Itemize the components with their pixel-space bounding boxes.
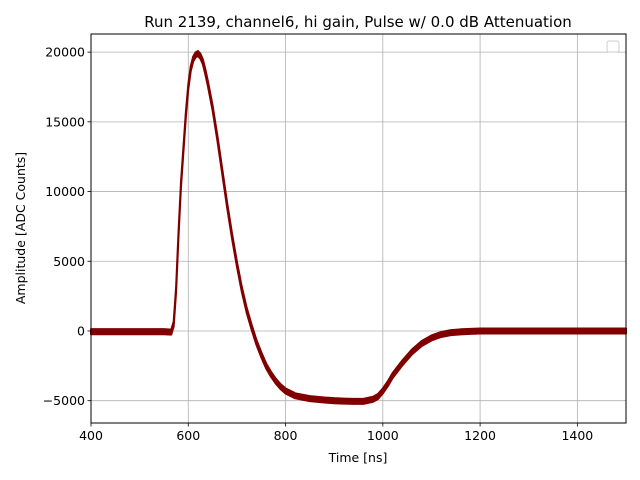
plot-area [91, 34, 626, 423]
legend-box [606, 40, 620, 53]
x-axis-label: Time [ns] [328, 450, 388, 465]
y-tick-label: 0 [77, 323, 85, 338]
x-tick-label: 1400 [561, 428, 593, 443]
plot-frame [90, 33, 627, 424]
x-tick-label: 1200 [464, 428, 496, 443]
y-tick-label: −5000 [43, 393, 85, 408]
y-tick-label: 15000 [45, 114, 85, 129]
x-tick-label: 1000 [367, 428, 399, 443]
grid-lines [90, 34, 626, 423]
y-axis-label: Amplitude [ADC Counts] [13, 152, 28, 304]
x-tick-label: 800 [274, 428, 298, 443]
y-tick-label: 10000 [45, 184, 85, 199]
y-tick-label: 20000 [45, 45, 85, 60]
x-axis-ticks: 400 600 800 1000 1200 1400 [79, 423, 593, 443]
chart-title: Run 2139, channel6, hi gain, Pulse w/ 0.… [144, 13, 572, 31]
y-axis-ticks: −5000 0 5000 10000 15000 20000 [43, 45, 91, 408]
x-tick-label: 600 [176, 428, 200, 443]
x-tick-label: 400 [79, 428, 103, 443]
y-tick-label: 5000 [53, 254, 85, 269]
